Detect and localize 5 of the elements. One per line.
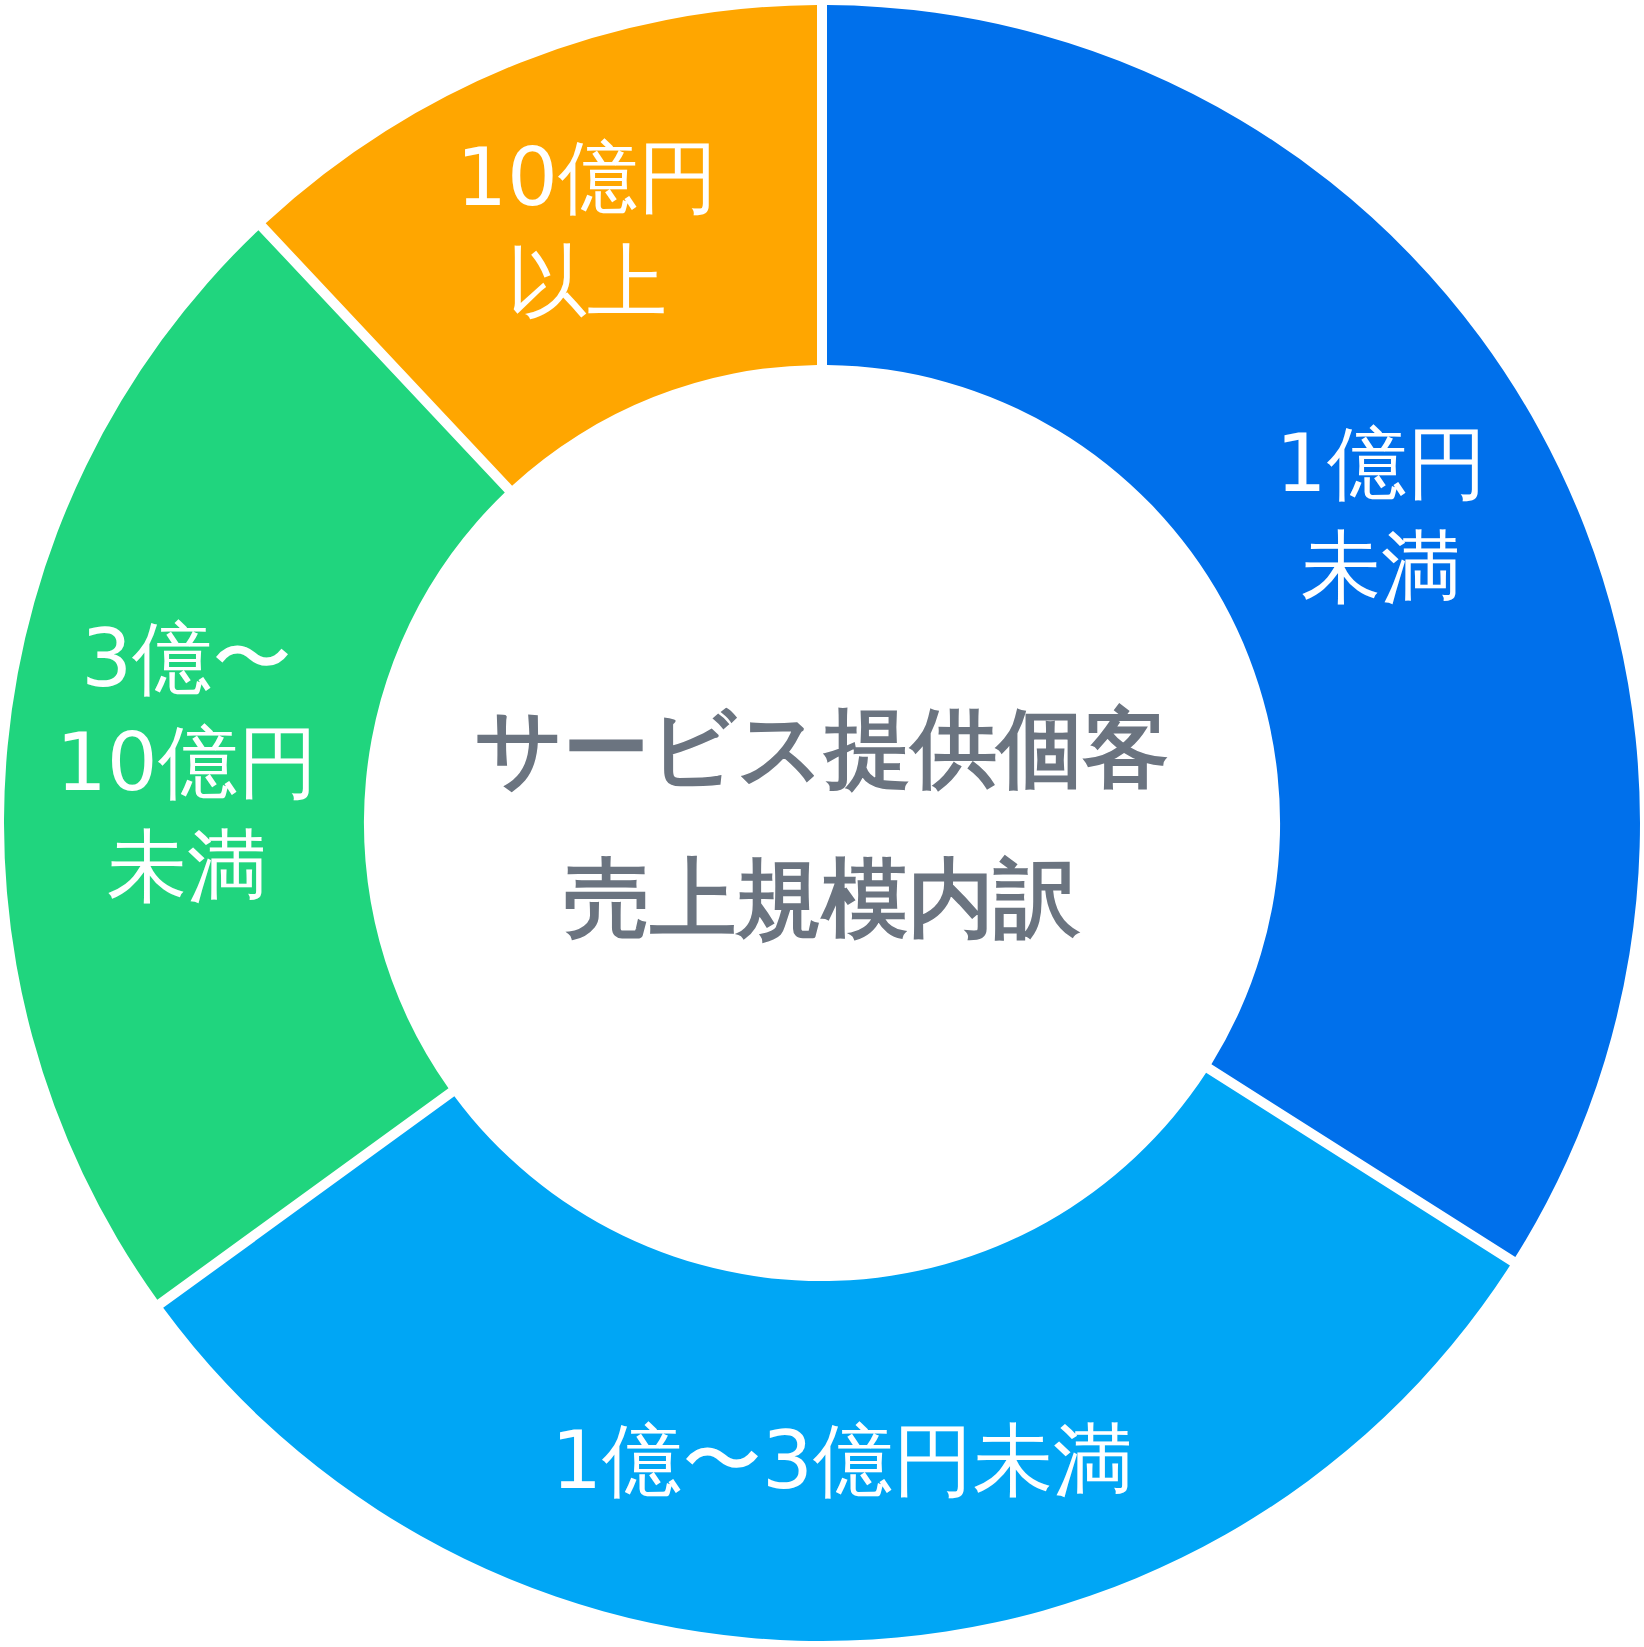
- slice-label: 1億〜3億円未満: [551, 1414, 1133, 1508]
- slice-label: 3億〜10億円未満: [55, 612, 318, 914]
- slice-label: 1億円未満: [1275, 417, 1487, 615]
- slice-label: 10億円以上: [456, 131, 719, 329]
- text: サービス提供個客売上規模内訳: [475, 698, 1169, 948]
